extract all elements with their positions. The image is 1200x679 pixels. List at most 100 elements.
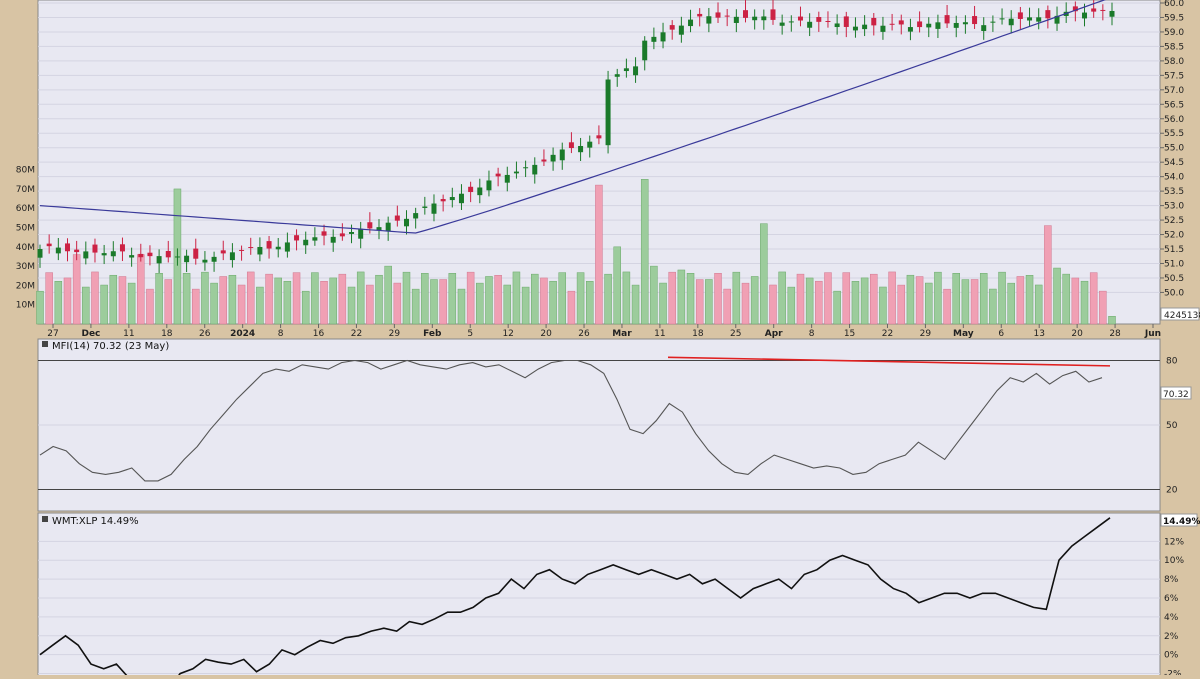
volume-bar bbox=[732, 271, 741, 325]
volume-bar bbox=[979, 273, 988, 325]
volume-bar bbox=[567, 290, 576, 325]
mfi-legend: MFI(14) 70.32 (23 May) bbox=[52, 341, 169, 352]
candle-body bbox=[733, 16, 739, 23]
volume-bar bbox=[842, 272, 851, 325]
candle-body bbox=[715, 12, 721, 18]
date-tick-label: 29 bbox=[389, 329, 401, 339]
candle-body bbox=[953, 22, 959, 28]
volume-bar bbox=[476, 282, 484, 325]
candle-body bbox=[422, 206, 428, 208]
ratio-tick-label: 6% bbox=[1164, 594, 1179, 604]
candle-body bbox=[761, 16, 767, 21]
date-tick-label: May bbox=[953, 329, 974, 339]
ratio-series-line bbox=[39, 517, 1111, 679]
candle-body bbox=[578, 145, 584, 153]
volume-bar bbox=[36, 290, 44, 325]
price-tick-label: 57.0 bbox=[1164, 86, 1184, 96]
volume-bar bbox=[604, 273, 612, 325]
candle-body bbox=[184, 255, 190, 263]
candle-body bbox=[1045, 10, 1051, 19]
moving-average-line bbox=[39, 0, 1106, 234]
volume-bar bbox=[137, 254, 145, 325]
price-tick-label: 59.5 bbox=[1164, 13, 1184, 23]
volume-bar bbox=[411, 288, 420, 325]
candle-body bbox=[541, 159, 547, 162]
volume-bar bbox=[485, 276, 493, 325]
volume-bar bbox=[613, 246, 621, 325]
volume-bar bbox=[164, 279, 173, 325]
volume-bar bbox=[210, 282, 218, 325]
volume-bar bbox=[870, 273, 878, 325]
volume-bar bbox=[989, 288, 997, 325]
volume-bar bbox=[970, 279, 979, 325]
date-tick-label: 20 bbox=[1071, 329, 1083, 339]
date-tick-label: Dec bbox=[81, 329, 100, 339]
date-tick-label: 25 bbox=[730, 329, 741, 339]
candle-body bbox=[284, 242, 290, 252]
price-tick-label: 54.0 bbox=[1164, 173, 1184, 183]
volume-bar bbox=[274, 277, 282, 325]
volume-bar bbox=[1062, 273, 1070, 325]
candle-body bbox=[110, 251, 116, 257]
volume-bar bbox=[952, 273, 960, 325]
candle-body bbox=[376, 227, 382, 231]
candle-body bbox=[403, 218, 409, 227]
candle-body bbox=[165, 251, 171, 258]
candle-body bbox=[1054, 15, 1060, 24]
candle-body bbox=[74, 249, 80, 253]
candle-body bbox=[477, 187, 483, 196]
candle-body bbox=[779, 22, 785, 26]
candle-body bbox=[907, 27, 913, 32]
volume-bar bbox=[668, 271, 676, 325]
ratio-tick-label: 12% bbox=[1164, 537, 1184, 547]
candle-body bbox=[605, 79, 611, 146]
date-tick-label: 13 bbox=[1033, 329, 1044, 339]
ratio-grid bbox=[38, 540, 1160, 675]
volume-readout: 4245138 bbox=[1164, 311, 1200, 321]
mfi-axis-labels: 20 50 80 bbox=[1166, 357, 1178, 496]
volume-bar bbox=[91, 271, 99, 325]
volume-bar bbox=[787, 286, 796, 325]
volume-bar bbox=[237, 284, 246, 325]
candle-body bbox=[807, 21, 813, 28]
volume-bar bbox=[54, 281, 63, 325]
candle-body bbox=[678, 25, 684, 35]
date-tick-label: 8 bbox=[809, 329, 815, 339]
candle-body bbox=[211, 256, 217, 262]
volume-bar bbox=[906, 274, 915, 325]
volume-bar bbox=[815, 280, 823, 325]
candle-body bbox=[147, 252, 153, 257]
candle-body bbox=[358, 228, 364, 239]
volume-bar bbox=[549, 280, 557, 325]
volume-bar bbox=[265, 273, 273, 325]
ratio-tick-label: 4% bbox=[1164, 613, 1179, 623]
volume-bar bbox=[879, 286, 887, 325]
volume-bar bbox=[494, 274, 502, 325]
candle-body bbox=[495, 173, 501, 177]
candle-body bbox=[559, 149, 565, 161]
volume-bar bbox=[466, 271, 475, 325]
candle-body bbox=[623, 68, 629, 72]
candle-body bbox=[852, 26, 858, 31]
volume-bar bbox=[888, 271, 896, 325]
candle-body bbox=[55, 247, 61, 254]
candle-body bbox=[229, 252, 235, 261]
candle-body bbox=[642, 40, 648, 61]
volume-bar bbox=[347, 286, 356, 325]
volume-bar bbox=[384, 265, 392, 325]
volume-bar bbox=[301, 290, 310, 325]
volume-bar bbox=[640, 179, 649, 325]
volume-bar bbox=[457, 288, 466, 325]
volume-bar bbox=[72, 254, 81, 325]
volume-bar bbox=[934, 271, 942, 325]
volume-bar bbox=[155, 273, 163, 325]
candle-body bbox=[999, 18, 1005, 20]
candle-body bbox=[898, 20, 904, 25]
date-tick-label: 22 bbox=[882, 329, 893, 339]
price-tick-label: 56.0 bbox=[1164, 115, 1184, 125]
date-tick-label: Apr bbox=[765, 329, 783, 339]
candle-body bbox=[889, 23, 895, 25]
candle-body bbox=[834, 23, 840, 28]
candle-body bbox=[92, 244, 98, 253]
